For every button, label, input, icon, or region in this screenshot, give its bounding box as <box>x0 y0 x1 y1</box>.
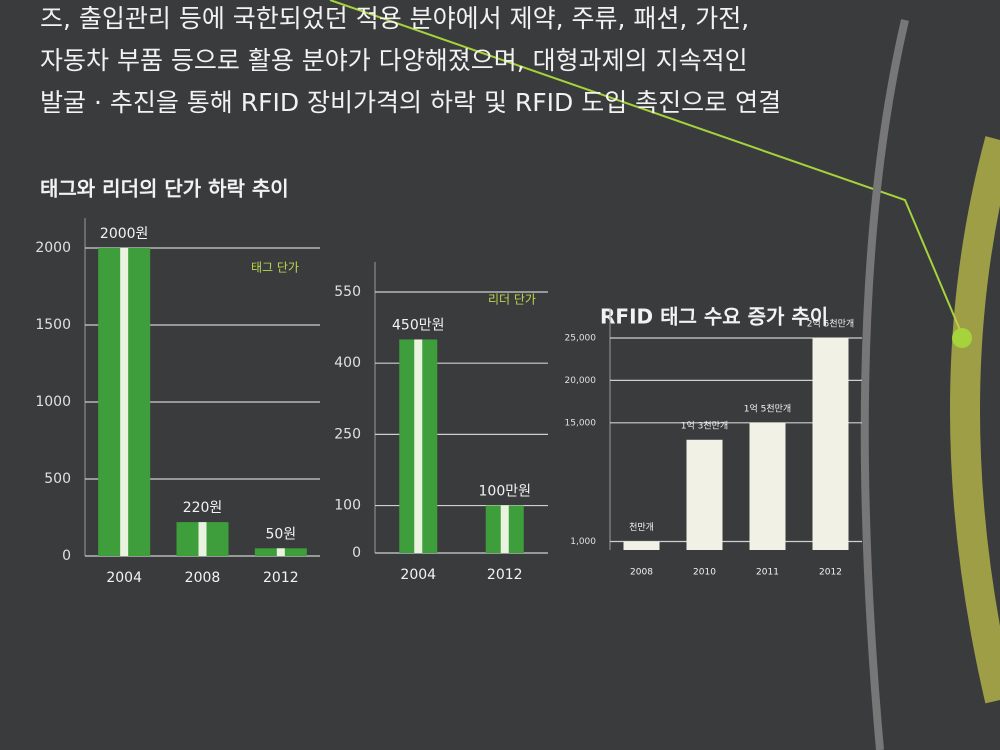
y-tick-label: 1500 <box>35 317 71 333</box>
x-tick-label: 2011 <box>756 568 779 578</box>
decor-wheel <box>950 136 1000 704</box>
y-tick-label: 15,000 <box>565 418 597 428</box>
bar-stripe <box>276 548 285 556</box>
y-tick-label: 1000 <box>35 394 71 410</box>
value-label: 천만개 <box>629 522 654 533</box>
header-line: 즈, 출입관리 등에 국한되었던 적용 분야에서 제약, 주류, 패션, 가전, <box>40 4 749 33</box>
x-tick-label: 2012 <box>487 567 523 583</box>
y-tick-label: 400 <box>334 355 361 371</box>
x-tick-label: 2008 <box>630 568 653 578</box>
chart-subtitle: 태그 단가 <box>251 261 299 275</box>
value-label: 450만원 <box>392 317 444 333</box>
value-label: 50원 <box>265 526 296 542</box>
header-line: 자동차 부품 등으로 활용 분야가 다양해졌으며, 대형과제의 지속적인 <box>40 46 748 75</box>
x-tick-label: 2010 <box>693 568 716 578</box>
bar-stripe <box>120 248 129 556</box>
bar-stripe <box>500 505 509 553</box>
header-line: 발굴 · 추진을 통해 RFID 장비가격의 하락 및 RFID 도입 촉진으로… <box>40 88 781 117</box>
chart: RFID 태그 수요 증가 추이 1,000 15,000 20,000 25,000 2… <box>565 305 862 578</box>
value-label: 2000원 <box>100 226 149 242</box>
value-label: 100만원 <box>479 484 531 500</box>
y-tick-label: 1,000 <box>570 537 596 547</box>
x-tick-label: 2008 <box>185 570 221 586</box>
x-tick-label: 2012 <box>819 568 842 578</box>
decor-arc <box>860 19 909 750</box>
x-tick-label: 2004 <box>400 567 436 583</box>
value-label: 220원 <box>183 500 223 516</box>
y-tick-label: 2000 <box>35 240 71 256</box>
y-tick-label: 0 <box>352 545 361 561</box>
x-tick-label: 2012 <box>263 570 299 586</box>
value-label: 1억 3천만개 <box>681 419 728 431</box>
value-label: 2억 5천만개 <box>807 318 854 330</box>
bar <box>686 439 723 550</box>
y-tick-label: 250 <box>334 426 361 442</box>
y-tick-label: 0 <box>62 548 71 564</box>
chart-subtitle: 리더 단가 <box>488 293 536 307</box>
bar <box>812 338 849 550</box>
bar-stripe <box>198 522 207 556</box>
bar-stripe <box>414 339 423 553</box>
decor-line <box>329 0 961 331</box>
value-label: 1억 5천만개 <box>744 402 791 414</box>
bar <box>623 541 660 550</box>
chart-title: 태그와 리더의 단가 하락 추이 <box>40 177 289 201</box>
x-tick-label: 2004 <box>106 570 142 586</box>
y-tick-label: 20,000 <box>565 376 597 386</box>
y-tick-label: 100 <box>334 498 361 514</box>
chart-title: RFID 태그 수요 증가 추이 <box>600 305 828 329</box>
y-tick-label: 550 <box>334 284 361 300</box>
bar <box>749 422 786 550</box>
chart: 리더 단가 0 100 250 400 550 2004 450만원 2012 100만원 <box>334 262 548 583</box>
y-tick-label: 25,000 <box>565 334 597 344</box>
y-tick-label: 500 <box>44 471 71 487</box>
decor-dot <box>952 328 972 348</box>
